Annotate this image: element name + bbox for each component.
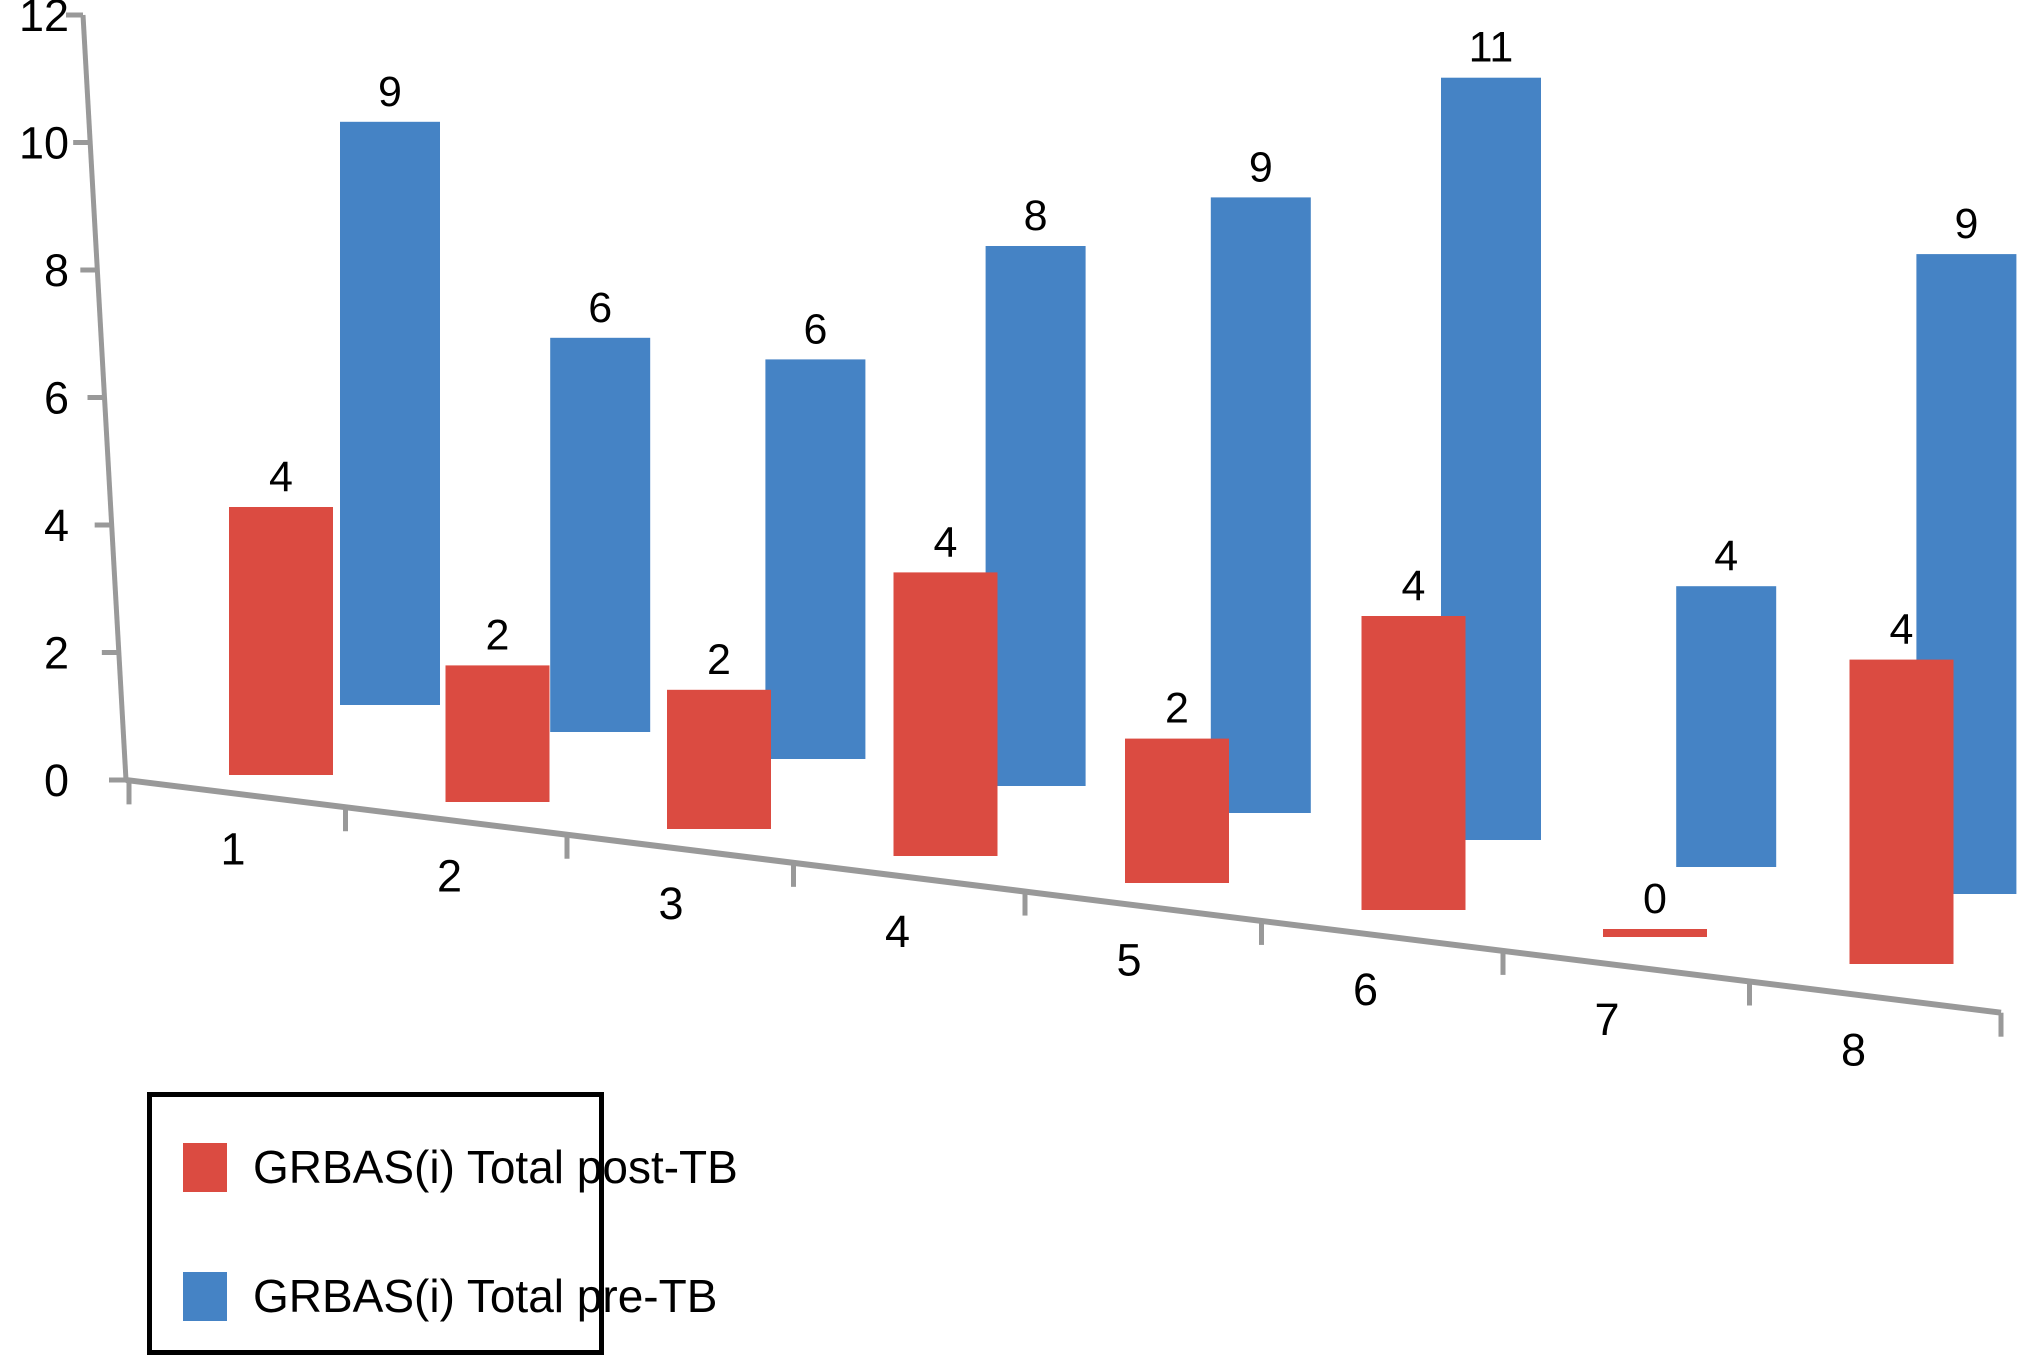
value-axis-tick-label: 0 [44, 755, 69, 806]
data-label-pre-tb-cat7: 4 [1714, 532, 1738, 580]
bar-post-tb-cat1 [229, 507, 333, 775]
data-label-post-tb-cat4: 4 [934, 518, 958, 566]
bar-post-tb-cat3 [667, 689, 771, 829]
category-label-4: 4 [885, 906, 910, 957]
category-label-8: 8 [1841, 1025, 1866, 1076]
category-label-7: 7 [1594, 994, 1619, 1045]
chart-legend: GRBAS(i) Total post-TB GRBAS(i) Total pr… [147, 1092, 738, 1355]
legend-item-post-tb: GRBAS(i) Total post-TB [183, 1143, 738, 1192]
legend-item-pre-tb: GRBAS(i) Total pre-TB [183, 1272, 717, 1321]
value-axis-tick-label: 2 [44, 628, 69, 679]
bar-pre-tb-cat3 [765, 359, 866, 759]
data-label-post-tb-cat3: 2 [707, 636, 731, 684]
legend-swatch-post-tb-icon [183, 1143, 227, 1192]
data-label-pre-tb-cat1: 9 [378, 68, 402, 116]
bar-post-tb-cat2 [445, 665, 550, 802]
data-label-pre-tb-cat6: 11 [1469, 24, 1514, 72]
value-axis-tick-label: 4 [44, 500, 69, 551]
data-label-post-tb-cat2: 2 [486, 611, 510, 659]
bar-post-tb-cat8 [1849, 659, 1954, 964]
bar-pre-tb-cat7 [1676, 586, 1777, 867]
data-label-post-tb-cat8: 4 [1890, 606, 1914, 654]
bar-pre-tb-cat4 [985, 246, 1086, 786]
bar-post-tb-cat6 [1361, 616, 1466, 910]
value-axis-tick-label: 10 [19, 118, 69, 169]
legend-swatch-pre-tb-icon [183, 1272, 227, 1321]
data-label-pre-tb-cat2: 6 [588, 284, 612, 332]
bar-pre-tb-cat2 [550, 337, 651, 732]
value-axis-tick-label: 12 [19, 0, 69, 41]
bar-pre-tb-cat1 [340, 121, 440, 706]
category-axis-line [125, 777, 2002, 1016]
bar-post-tb-cat7 [1603, 929, 1707, 937]
data-label-post-tb-cat1: 4 [269, 453, 293, 501]
category-label-5: 5 [1116, 935, 1141, 986]
category-label-1: 1 [220, 823, 245, 874]
bar-post-tb-cat4 [893, 572, 998, 856]
data-label-pre-tb-cat5: 9 [1249, 143, 1273, 191]
data-label-pre-tb-cat3: 6 [803, 305, 827, 353]
data-label-pre-tb-cat8: 9 [1954, 200, 1978, 248]
legend-label-post-tb: GRBAS(i) Total post-TB [253, 1141, 738, 1193]
data-label-post-tb-cat6: 4 [1402, 562, 1426, 610]
bar-post-tb-cat5 [1125, 738, 1229, 883]
value-axis-tick-label: 6 [44, 373, 69, 424]
category-label-3: 3 [658, 878, 683, 929]
value-axis-tick-label: 8 [44, 245, 69, 296]
bar-pre-tb-cat5 [1210, 197, 1311, 813]
legend-label-pre-tb: GRBAS(i) Total pre-TB [253, 1270, 718, 1322]
category-label-6: 6 [1353, 964, 1378, 1015]
category-label-2: 2 [437, 850, 462, 901]
data-label-pre-tb-cat4: 8 [1024, 192, 1048, 240]
data-label-post-tb-cat7: 0 [1643, 875, 1667, 923]
data-label-post-tb-cat5: 2 [1165, 685, 1189, 733]
